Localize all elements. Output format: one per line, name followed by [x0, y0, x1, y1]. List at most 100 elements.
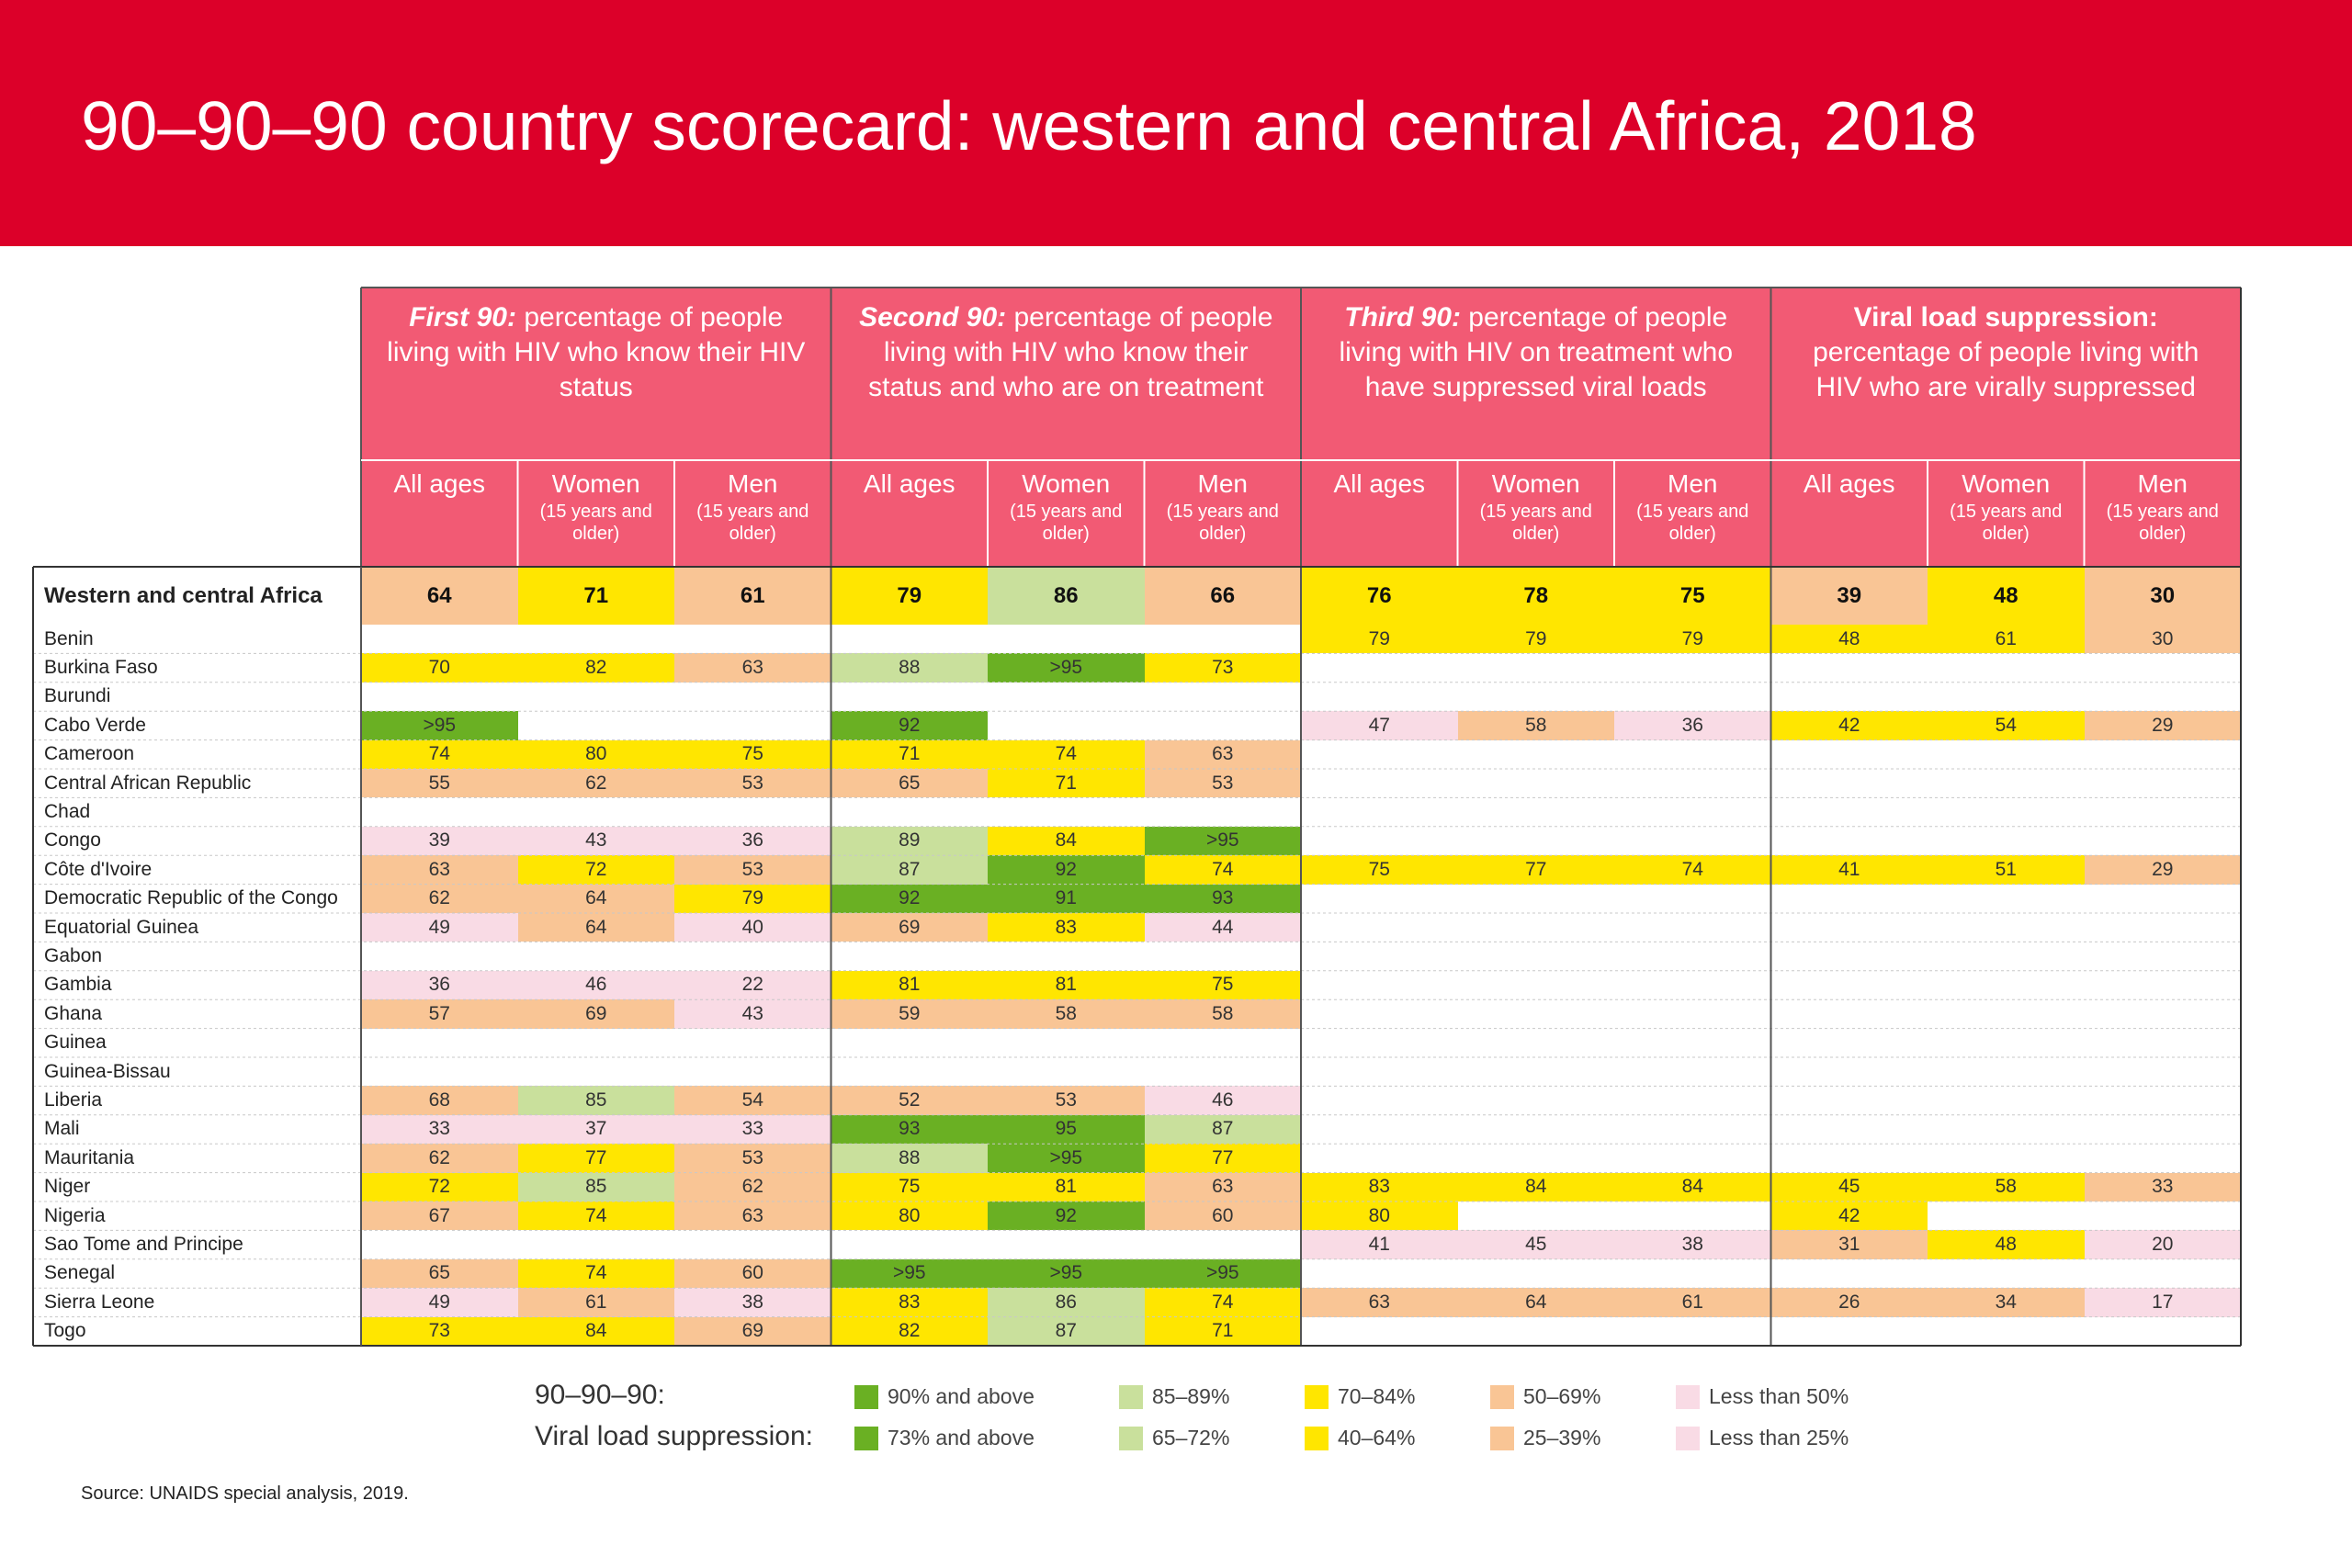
- data-cell: 41: [1301, 1230, 1458, 1259]
- data-cell: 34: [1928, 1288, 2085, 1317]
- country-label: Congo: [44, 829, 101, 852]
- data-cell: [1458, 653, 1615, 682]
- group-header-third: Third 90: percentage of people living wi…: [1301, 288, 1771, 460]
- data-cell: [518, 625, 675, 653]
- data-cell: 71: [831, 739, 988, 769]
- data-cell: [831, 1057, 989, 1086]
- subheader-all-ages: All ages: [361, 460, 518, 566]
- subheader-label: Women: [1962, 469, 2051, 498]
- data-cell: [1614, 1144, 1771, 1172]
- data-cell: 83: [1301, 1172, 1458, 1201]
- data-cell: 63: [674, 1201, 831, 1231]
- data-cell: [1145, 1029, 1302, 1057]
- data-cell: [1301, 682, 1458, 711]
- data-cell: 68: [361, 1086, 518, 1115]
- source-note: Source: UNAIDS special analysis, 2019.: [81, 1483, 409, 1504]
- subheader-women: Women (15 years and older): [517, 460, 674, 566]
- data-cell: [1614, 1057, 1771, 1086]
- data-cell: [2085, 885, 2242, 913]
- data-cell: [361, 942, 518, 970]
- data-cell: [1928, 1144, 2085, 1172]
- data-cell: 79: [1301, 625, 1458, 654]
- data-cell: 87: [1144, 1114, 1301, 1145]
- data-cell: [2085, 1317, 2242, 1346]
- data-cell: 95: [988, 1114, 1145, 1145]
- country-label: Mauritania: [44, 1146, 135, 1168]
- data-cell: [1145, 625, 1302, 653]
- data-cell: >95: [1144, 1258, 1301, 1289]
- legend-label: 65–72%: [1152, 1426, 1230, 1450]
- data-cell: [2085, 740, 2242, 769]
- data-cell: 29: [2084, 855, 2241, 885]
- subheader-sublabel: (15 years and older): [1010, 502, 1123, 544]
- data-cell: [1614, 653, 1771, 682]
- title-banner: 90–90–90 country scorecard: western and …: [0, 0, 2352, 246]
- data-cell: [1928, 1259, 2085, 1288]
- data-cell: >95: [988, 1144, 1145, 1173]
- data-cell: 81: [831, 970, 988, 1000]
- data-cell: [1928, 740, 2085, 769]
- data-cell: 51: [1928, 855, 2085, 885]
- data-cell: 86: [988, 567, 1145, 625]
- data-cell: [1458, 885, 1615, 913]
- data-cell: [1145, 682, 1302, 711]
- data-cell: [518, 942, 675, 970]
- data-cell: [1301, 827, 1458, 855]
- data-cell: [518, 1230, 675, 1258]
- data-cell: [674, 942, 831, 970]
- data-cell: [1301, 1115, 1458, 1144]
- data-cell: [1458, 1115, 1615, 1144]
- legend-label: 70–84%: [1338, 1384, 1416, 1408]
- data-cell: 74: [361, 739, 518, 769]
- data-cell: [1301, 971, 1458, 999]
- data-cell: [1458, 913, 1615, 942]
- data-cell: [1301, 1086, 1458, 1114]
- legend-item: Less than 25%: [1676, 1426, 1849, 1450]
- data-cell: [1301, 1057, 1458, 1086]
- data-cell: 75: [674, 739, 831, 769]
- subheader-women: Women (15 years and older): [1457, 460, 1614, 566]
- data-cell: [1458, 827, 1615, 855]
- country-label: Senegal: [44, 1262, 116, 1284]
- data-cell: 36: [361, 970, 518, 1000]
- data-cell: [2085, 1201, 2242, 1230]
- data-cell: 70: [361, 653, 518, 682]
- subheader-label: Women: [551, 469, 640, 498]
- data-cell: [1771, 1029, 1928, 1057]
- country-label: Burkina Faso: [44, 657, 158, 679]
- data-cell: 69: [517, 999, 674, 1029]
- country-label: Chad: [44, 801, 91, 823]
- data-cell: 77: [517, 1144, 674, 1173]
- data-cell: 73: [361, 1316, 518, 1346]
- country-label: Gabon: [44, 945, 103, 967]
- data-cell: [361, 625, 518, 653]
- data-cell: 84: [517, 1316, 674, 1346]
- data-cell: [1771, 999, 1928, 1028]
- data-cell: [1771, 942, 1928, 970]
- data-cell: [1301, 1029, 1458, 1057]
- data-cell: [674, 682, 831, 711]
- data-cell: 33: [361, 1114, 518, 1145]
- country-label: Democratic Republic of the Congo: [44, 887, 338, 909]
- data-cell: 46: [517, 970, 674, 1000]
- group-header-prefix: Second 90:: [859, 302, 1007, 333]
- data-cell: >95: [831, 1258, 988, 1289]
- data-cell: [1928, 1201, 2085, 1230]
- data-cell: [1458, 1317, 1615, 1346]
- data-cell: 53: [674, 1144, 831, 1173]
- data-cell: 81: [988, 970, 1145, 1000]
- legend-label: Less than 25%: [1709, 1426, 1849, 1450]
- data-cell: [1928, 971, 2085, 999]
- legend-item: 25–39%: [1490, 1426, 1600, 1450]
- data-cell: 86: [988, 1288, 1145, 1317]
- country-label: Ghana: [44, 1002, 103, 1024]
- data-cell: [988, 1029, 1145, 1057]
- subheader-women: Women (15 years and older): [988, 460, 1145, 566]
- subheader-label: Men: [2137, 469, 2188, 498]
- data-cell: [2085, 1144, 2242, 1172]
- data-cell: [1928, 913, 2085, 942]
- country-label: Togo: [44, 1320, 86, 1342]
- legend-swatch: [1119, 1384, 1143, 1409]
- legend-swatch: [1490, 1426, 1514, 1450]
- data-cell: 30: [2084, 625, 2241, 654]
